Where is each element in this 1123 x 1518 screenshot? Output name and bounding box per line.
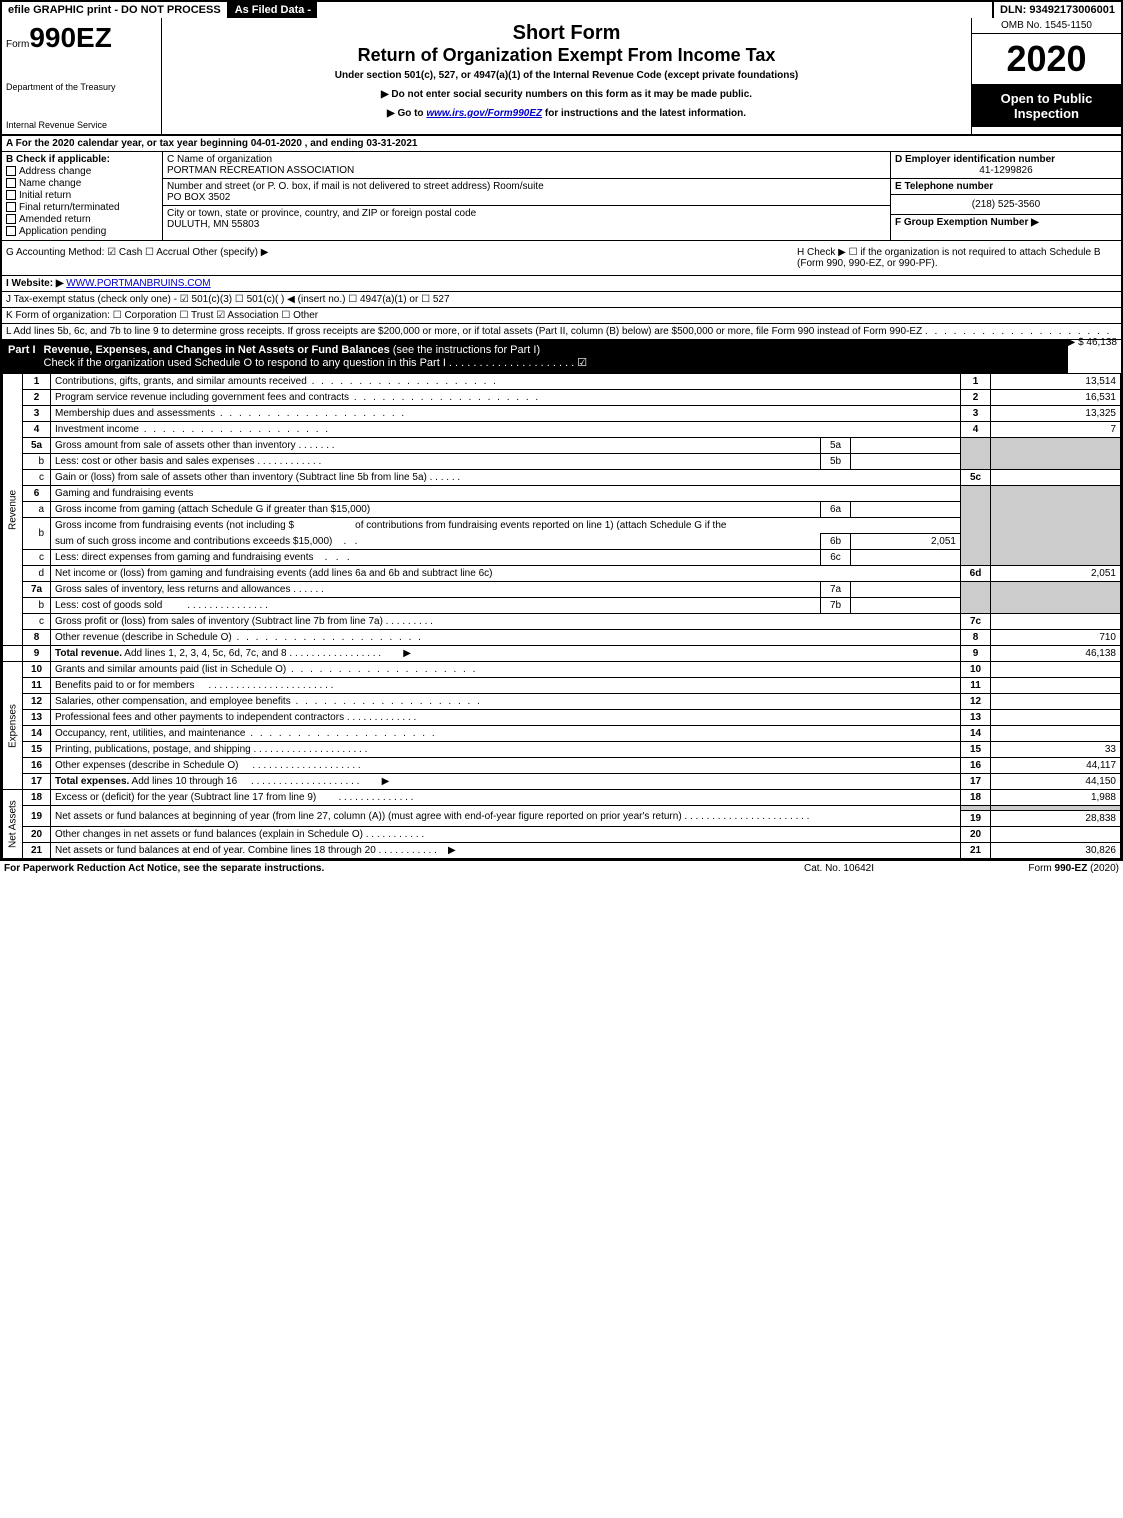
section-j: J Tax-exempt status (check only one) - ☑… [2,292,1121,308]
ein: 41-1299826 [895,165,1117,176]
revenue-side-label: Revenue [3,374,23,646]
addr-label: Number and street (or P. O. box, if mail… [167,181,886,192]
short-form-label: Short Form [170,22,963,45]
top-bar: efile GRAPHIC print - DO NOT PROCESS As … [2,2,1121,18]
section-c: C Name of organization PORTMAN RECREATIO… [162,152,891,240]
section-f: F Group Exemption Number ▶ [891,215,1121,230]
city-label: City or town, state or province, country… [167,208,886,219]
name-label: C Name of organization [167,154,886,165]
irs-label: Internal Revenue Service [6,120,157,130]
phone-number: (218) 525-3560 [891,195,1121,215]
expenses-side-label: Expenses [3,662,23,790]
section-def: D Employer identification number 41-1299… [891,152,1121,240]
l-amount: ▶ $ 46,138 [1068,337,1117,348]
irs-link[interactable]: www.irs.gov/Form990EZ [426,108,542,119]
chk-application-pending[interactable]: Application pending [6,226,158,237]
section-b: B Check if applicable: Address change Na… [2,152,162,240]
part-1-header: Part I Revenue, Expenses, and Changes in… [2,340,1068,373]
part-1-title: Revenue, Expenses, and Changes in Net As… [44,344,1062,369]
chk-amended[interactable]: Amended return [6,214,158,225]
section-h: H Check ▶ ☐ if the organization is not r… [797,247,1117,269]
i-label: I Website: ▶ [6,278,64,289]
omb-number: OMB No. 1545-1150 [972,18,1121,34]
chk-initial-return[interactable]: Initial return [6,190,158,201]
footer-left: For Paperwork Reduction Act Notice, see … [4,863,739,874]
open-to-public: Open to Public Inspection [972,85,1121,127]
form-title: Return of Organization Exempt From Incom… [170,45,963,66]
netassets-side-label: Net Assets [3,790,23,859]
header-left: Form990EZ Department of the Treasury Int… [2,18,162,134]
l-dots [925,326,1111,337]
form-page: efile GRAPHIC print - DO NOT PROCESS As … [0,0,1123,861]
form-subtitle: Under section 501(c), 527, or 4947(a)(1)… [170,70,963,81]
section-e: E Telephone number [891,179,1121,195]
form-prefix: Form [6,39,29,50]
ln1-col: 1 [961,374,991,390]
footer-cat-no: Cat. No. 10642I [739,863,939,874]
ln1-desc: Contributions, gifts, grants, and simila… [51,374,961,390]
org-addr: PO BOX 3502 [167,192,886,203]
section-k: K Form of organization: ☐ Corporation ☐ … [2,308,1121,324]
d-label: D Employer identification number [895,154,1117,165]
instruction-2: ▶ Go to www.irs.gov/Form990EZ for instru… [170,108,963,119]
chk-address-change[interactable]: Address change [6,166,158,177]
website-link[interactable]: WWW.PORTMANBRUINS.COM [66,278,210,289]
section-bcdef: B Check if applicable: Address change Na… [2,152,1121,241]
e-label: E Telephone number [895,181,1117,192]
org-city: DULUTH, MN 55803 [167,219,886,230]
b-label: B Check if applicable: [6,154,158,165]
dln: DLN: 93492173006001 [992,2,1121,18]
f-label: F Group Exemption Number ▶ [895,217,1039,228]
ln1-no: 1 [23,374,51,390]
efile-notice: efile GRAPHIC print - DO NOT PROCESS [2,2,229,18]
as-filed-spacer [317,2,992,18]
section-l: L Add lines 5b, 6c, and 7b to line 9 to … [2,324,1121,340]
l-text: L Add lines 5b, 6c, and 7b to line 9 to … [6,326,922,337]
header-right: OMB No. 1545-1150 2020 Open to Public In… [971,18,1121,134]
financial-table: Revenue 1 Contributions, gifts, grants, … [2,373,1121,859]
section-i: I Website: ▶ WWW.PORTMANBRUINS.COM [2,276,1121,292]
section-g: G Accounting Method: ☑ Cash ☐ Accrual Ot… [6,247,797,269]
section-d: D Employer identification number 41-1299… [891,152,1121,179]
line-a: A For the 2020 calendar year, or tax yea… [2,136,1121,152]
instruction-1: ▶ Do not enter social security numbers o… [170,89,963,100]
part-1-check-text: Check if the organization used Schedule … [44,357,588,369]
section-gh: G Accounting Method: ☑ Cash ☐ Accrual Ot… [2,241,1121,276]
header-center: Short Form Return of Organization Exempt… [162,18,971,134]
dept-treasury: Department of the Treasury [6,82,157,92]
form-number: 990EZ [29,22,112,53]
footer-form-ref: Form 990-EZ (2020) [939,863,1119,874]
page-footer: For Paperwork Reduction Act Notice, see … [0,861,1123,876]
org-name-box: C Name of organization PORTMAN RECREATIO… [163,152,890,179]
ln1-amt: 13,514 [991,374,1121,390]
org-addr-box: Number and street (or P. O. box, if mail… [163,179,890,206]
part-1-label: Part I [8,344,44,369]
tax-year: 2020 [972,34,1121,85]
chk-final-return[interactable]: Final return/terminated [6,202,158,213]
chk-name-change[interactable]: Name change [6,178,158,189]
as-filed-label: As Filed Data - [229,2,317,18]
form-header: Form990EZ Department of the Treasury Int… [2,18,1121,136]
org-name: PORTMAN RECREATION ASSOCIATION [167,165,886,176]
org-city-box: City or town, state or province, country… [163,206,890,232]
